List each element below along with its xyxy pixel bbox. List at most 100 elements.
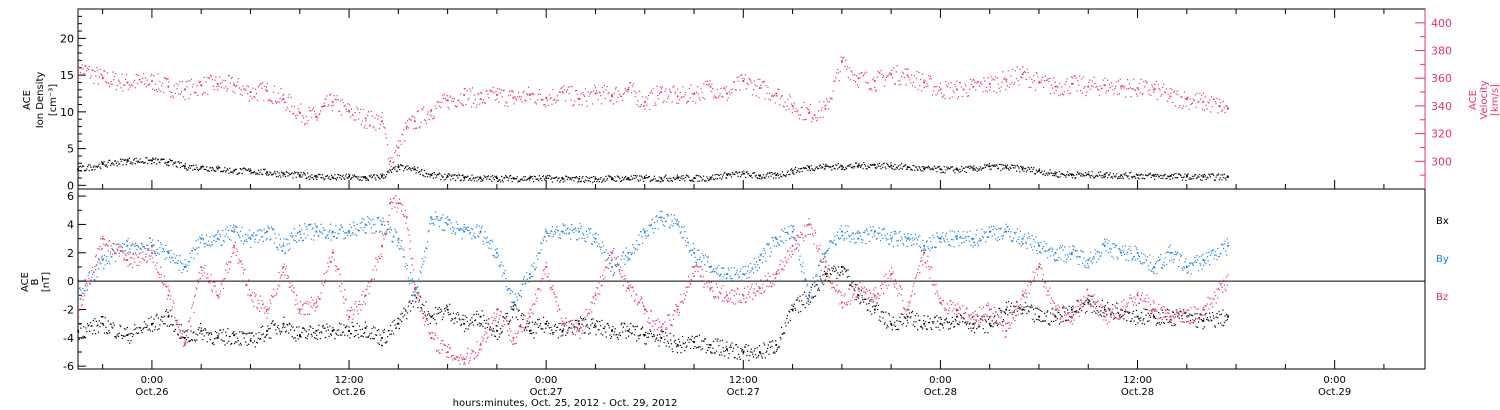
velocity-sample (720, 87, 722, 89)
density-sample (419, 173, 421, 175)
density-sample (739, 171, 741, 173)
bx-sample (253, 335, 255, 337)
by-sample (91, 276, 93, 278)
velocity-sample (1070, 76, 1073, 78)
velocity-sample (764, 98, 766, 100)
bx-sample (998, 307, 1000, 309)
bx-sample (1111, 312, 1113, 314)
bx-sample (680, 352, 682, 354)
density-point (496, 177, 498, 179)
density-sample (714, 174, 716, 176)
bx-sample (968, 328, 970, 330)
by-sample (82, 288, 84, 290)
bx-sample (1033, 308, 1035, 310)
velocity-sample (599, 92, 601, 94)
bx-sample (262, 333, 265, 335)
bx-sample (324, 336, 327, 339)
bx-sample (964, 322, 966, 324)
velocity-sample (303, 123, 306, 125)
bx-sample (114, 336, 116, 338)
velocity-sample (321, 106, 323, 108)
velocity-sample (520, 96, 522, 98)
density-sample (1029, 170, 1032, 173)
density-sample (98, 163, 100, 165)
density-sample (335, 179, 338, 181)
velocity-sample (409, 119, 411, 121)
bx-sample (657, 339, 659, 342)
density-point (726, 173, 728, 176)
density-sample (1175, 173, 1177, 175)
density-sample (1200, 175, 1202, 177)
bx-sample (529, 332, 531, 334)
density-sample (651, 179, 653, 181)
velocity-sample (1158, 88, 1160, 90)
density-sample (1089, 175, 1091, 177)
density-sample (123, 159, 126, 161)
density-sample (875, 167, 877, 169)
by-sample (111, 256, 113, 258)
velocity-point (988, 82, 991, 85)
by-sample (125, 255, 127, 257)
velocity-sample (304, 123, 306, 125)
velocity-sample (713, 97, 715, 99)
density-sample (902, 165, 904, 168)
by-sample (334, 231, 336, 234)
bx-sample (302, 327, 304, 329)
velocity-sample (637, 100, 639, 102)
density-point (742, 172, 745, 175)
bx-sample (199, 322, 202, 325)
density-sample (1082, 173, 1084, 176)
bx-sample (371, 327, 373, 330)
by-sample (194, 249, 196, 251)
velocity-sample (1146, 81, 1149, 83)
density-sample (620, 179, 623, 182)
bx-sample (815, 284, 817, 286)
bx-sample (525, 327, 527, 329)
bx-sample (531, 332, 533, 335)
bx-sample (843, 266, 845, 268)
density-sample (996, 165, 998, 167)
velocity-sample (808, 111, 811, 113)
bx-sample (213, 343, 215, 346)
density-sample (771, 172, 773, 174)
velocity-sample (1117, 80, 1120, 82)
density-sample (78, 166, 81, 168)
date-tick-label: Oct.29 (1318, 387, 1351, 398)
bx-sample (389, 333, 391, 335)
velocity-sample (893, 83, 896, 85)
density-sample (445, 178, 447, 180)
velocity-sample (661, 86, 663, 88)
density-sample (663, 177, 665, 179)
bx-point (348, 329, 351, 332)
density-sample (992, 164, 994, 166)
velocity-sample (444, 97, 447, 100)
bx-sample (1072, 305, 1074, 308)
density-sample (185, 168, 187, 170)
velocity-point (775, 92, 778, 95)
bx-sample (545, 320, 548, 323)
by-sample (129, 248, 131, 250)
bx-sample (419, 295, 421, 297)
density-sample (184, 163, 186, 165)
density-sample (215, 170, 217, 172)
bx-sample (78, 338, 80, 340)
density-sample (1167, 175, 1169, 177)
bx-point (364, 327, 367, 329)
bx-sample (144, 326, 146, 328)
bx-sample (395, 327, 397, 329)
velocity-sample (618, 90, 620, 92)
velocity-sample (957, 96, 960, 98)
velocity-sample (667, 97, 669, 99)
velocity-sample (84, 65, 86, 67)
velocity-sample (179, 80, 181, 83)
bx-sample (1027, 310, 1030, 312)
velocity-point (479, 98, 482, 100)
density-sample (275, 176, 278, 178)
bx-sample (588, 333, 590, 335)
bx-sample (1024, 309, 1026, 311)
density-sample (783, 175, 785, 177)
bx-sample (318, 324, 320, 326)
bx-sample (151, 324, 153, 326)
bx-sample (317, 329, 319, 331)
bx-sample (1102, 312, 1104, 314)
